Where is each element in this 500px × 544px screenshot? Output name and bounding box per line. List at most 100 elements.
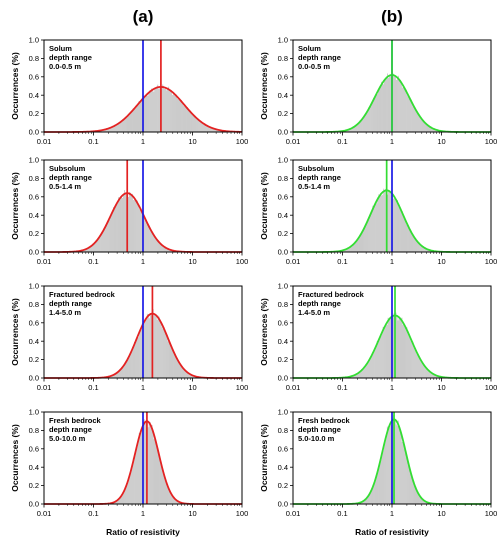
histogram-bar: [387, 194, 389, 252]
histogram-bar: [177, 359, 179, 378]
histogram-bar: [120, 495, 122, 504]
y-tick-label: 0.4: [29, 211, 39, 220]
y-axis-title: Occurrences (%): [10, 298, 20, 366]
y-tick-label: 0.6: [278, 318, 288, 327]
y-tick-label: 0.8: [278, 174, 288, 183]
histogram-bar: [139, 102, 141, 132]
histogram-bar: [412, 235, 414, 252]
histogram-bar: [412, 341, 414, 378]
histogram-bar: [378, 340, 380, 378]
histogram-bar: [85, 249, 87, 252]
histogram-bar: [172, 496, 174, 504]
histogram-bar: [149, 229, 151, 252]
histogram-bar: [217, 129, 219, 132]
histogram-bar: [163, 474, 165, 504]
histogram-bar: [387, 429, 389, 504]
histogram-bar: [414, 486, 416, 504]
panel-b-4: 0.0 0.2 0.4 0.6 0.8 1.0 0.01 0.1 1 10 100 Occurrenc…: [259, 408, 497, 518]
histogram-bar: [380, 193, 382, 252]
histogram-bar: [399, 207, 400, 252]
histogram-bar: [386, 426, 388, 504]
histogram: [73, 190, 181, 252]
histogram-bar: [408, 225, 409, 252]
histogram-bar: [422, 120, 424, 132]
histogram-bar: [120, 199, 121, 252]
histogram-bar: [152, 432, 154, 504]
histogram-bar: [117, 500, 118, 504]
histogram-bar: [369, 493, 370, 504]
histogram-bar: [398, 206, 399, 252]
histogram-bar: [130, 469, 132, 504]
histogram-bar: [182, 367, 184, 378]
x-tick-label: 10: [188, 137, 196, 146]
histogram-bar: [393, 76, 395, 132]
histogram-bar: [410, 472, 412, 504]
histogram-bar: [410, 99, 412, 132]
histogram-bar: [110, 215, 112, 252]
histogram-bar: [396, 78, 398, 132]
histogram-bar: [153, 234, 155, 252]
histogram-bar: [123, 194, 124, 252]
histogram-bar: [157, 315, 159, 378]
histogram-bar: [143, 95, 145, 132]
x-tick-label: 0.01: [37, 137, 52, 146]
y-tick-label: 0.2: [278, 229, 288, 238]
histogram-bar: [134, 198, 136, 252]
histogram-bar: [163, 246, 165, 252]
y-tick-label: 0.2: [278, 481, 288, 490]
histogram-bar: [189, 111, 190, 132]
histogram-bar: [406, 459, 408, 504]
histogram-bar: [119, 498, 120, 504]
histogram-bar: [414, 347, 416, 378]
histogram-bar: [154, 315, 156, 378]
panel-label: Subsolum depth range 0.5-1.4 m: [49, 164, 92, 191]
panel-b-3: 0.0 0.2 0.4 0.6 0.8 1.0 0.01 0.1 1 10 100 Occurrenc…: [259, 282, 497, 392]
histogram-bar: [167, 341, 169, 378]
histogram-bar: [419, 358, 421, 378]
histogram-bar: [435, 375, 437, 378]
histogram-bar: [199, 121, 201, 132]
histogram-bar: [96, 240, 98, 252]
histogram-bar: [155, 315, 157, 378]
histogram-bar: [193, 375, 195, 378]
panel-label-line: depth range: [49, 299, 92, 308]
histogram-bar: [408, 335, 410, 378]
histogram-bar: [372, 205, 374, 252]
histogram-bar: [129, 354, 130, 378]
histogram-bar: [432, 373, 434, 378]
histogram-bar: [208, 126, 210, 132]
histogram-bar: [397, 75, 399, 132]
x-tick-label: 10: [437, 257, 445, 266]
histogram-bar: [420, 245, 422, 252]
x-tick-label: 1: [141, 509, 145, 518]
histogram-bar: [401, 317, 403, 378]
histogram-bar: [389, 423, 391, 504]
histogram-bar: [191, 113, 192, 132]
histogram-bar: [152, 89, 154, 132]
y-tick-label: 0.2: [29, 109, 39, 118]
histogram-bar: [426, 249, 428, 252]
x-tick-label: 1: [390, 383, 394, 392]
histogram-bar: [405, 451, 407, 504]
histogram-bar: [403, 325, 405, 378]
histogram-bar: [373, 484, 374, 504]
histogram-bar: [169, 249, 171, 252]
histogram-bar: [102, 231, 104, 252]
histogram-bar: [140, 326, 142, 378]
histogram-bar: [174, 498, 176, 504]
histogram-bar: [112, 210, 114, 252]
y-tick-label: 0.2: [29, 229, 39, 238]
histogram-bar: [419, 244, 421, 252]
x-tick-label: 10: [188, 509, 196, 518]
histogram-bar: [350, 246, 352, 252]
x-tick-label: 0.1: [88, 509, 98, 518]
histogram-bar: [183, 369, 185, 378]
panel-label: Fractured bedrock depth range 1.4-5.0 m: [298, 290, 365, 317]
histogram-bar: [146, 313, 148, 378]
histogram-bar: [418, 355, 420, 378]
histogram-bar: [150, 315, 152, 378]
y-tick-label: 1.0: [29, 156, 39, 165]
histogram-bar: [151, 88, 153, 132]
panel-label: Fractured bedrock depth range 1.4-5.0 m: [49, 290, 116, 317]
histogram-bar: [375, 94, 377, 132]
